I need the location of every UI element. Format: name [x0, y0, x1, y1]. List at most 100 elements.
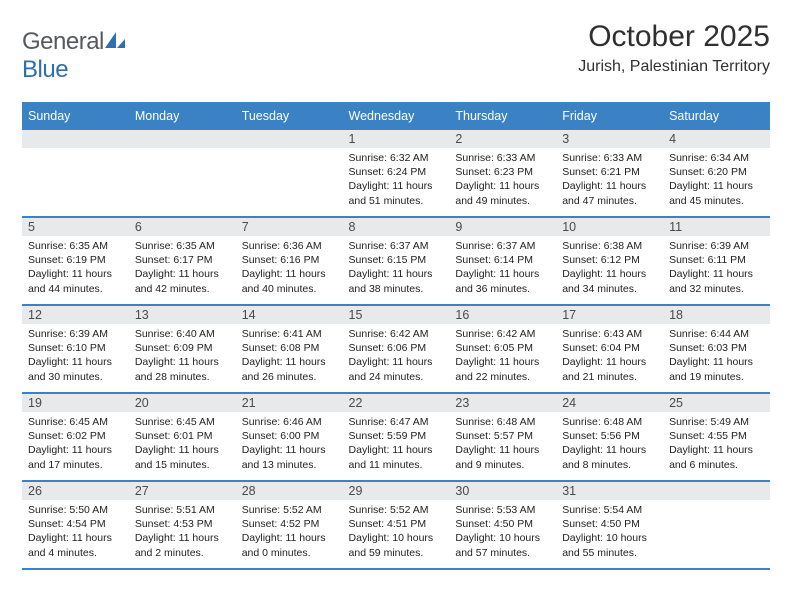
- day-details: Sunrise: 6:45 AMSunset: 6:01 PMDaylight:…: [129, 412, 236, 476]
- calendar-day-cell: 24Sunrise: 6:48 AMSunset: 5:56 PMDayligh…: [556, 393, 663, 481]
- day-number: 27: [129, 482, 236, 500]
- day-number: 8: [343, 218, 450, 236]
- calendar-day-cell: [663, 481, 770, 569]
- logo-sail-icon: [104, 28, 126, 56]
- day-number: 16: [449, 306, 556, 324]
- day-details: Sunrise: 6:44 AMSunset: 6:03 PMDaylight:…: [663, 324, 770, 388]
- calendar-day-cell: [22, 129, 129, 217]
- day-number: 12: [22, 306, 129, 324]
- day-number: 24: [556, 394, 663, 412]
- calendar-day-cell: 4Sunrise: 6:34 AMSunset: 6:20 PMDaylight…: [663, 129, 770, 217]
- weekday-header: Saturday: [663, 103, 770, 129]
- day-number: 20: [129, 394, 236, 412]
- day-number-empty: [22, 130, 129, 148]
- calendar-week-row: 1Sunrise: 6:32 AMSunset: 6:24 PMDaylight…: [22, 129, 770, 217]
- day-details: Sunrise: 5:49 AMSunset: 4:55 PMDaylight:…: [663, 412, 770, 476]
- calendar-day-cell: 13Sunrise: 6:40 AMSunset: 6:09 PMDayligh…: [129, 305, 236, 393]
- calendar-day-cell: [129, 129, 236, 217]
- calendar-day-cell: 16Sunrise: 6:42 AMSunset: 6:05 PMDayligh…: [449, 305, 556, 393]
- calendar-day-cell: 20Sunrise: 6:45 AMSunset: 6:01 PMDayligh…: [129, 393, 236, 481]
- day-number: 1: [343, 130, 450, 148]
- calendar-day-cell: 27Sunrise: 5:51 AMSunset: 4:53 PMDayligh…: [129, 481, 236, 569]
- day-details: Sunrise: 6:42 AMSunset: 6:05 PMDaylight:…: [449, 324, 556, 388]
- day-number: 11: [663, 218, 770, 236]
- logo-text: GeneralBlue: [22, 28, 126, 84]
- day-number: 4: [663, 130, 770, 148]
- day-number: 2: [449, 130, 556, 148]
- calendar-day-cell: 5Sunrise: 6:35 AMSunset: 6:19 PMDaylight…: [22, 217, 129, 305]
- weekday-header: Friday: [556, 103, 663, 129]
- weekday-header: Thursday: [449, 103, 556, 129]
- title-block: October 2025 Jurish, Palestinian Territo…: [578, 20, 770, 76]
- day-number: 31: [556, 482, 663, 500]
- day-details: Sunrise: 6:37 AMSunset: 6:15 PMDaylight:…: [343, 236, 450, 300]
- day-details: Sunrise: 5:50 AMSunset: 4:54 PMDaylight:…: [22, 500, 129, 564]
- day-details: Sunrise: 5:53 AMSunset: 4:50 PMDaylight:…: [449, 500, 556, 564]
- calendar-day-cell: 22Sunrise: 6:47 AMSunset: 5:59 PMDayligh…: [343, 393, 450, 481]
- calendar-day-cell: 25Sunrise: 5:49 AMSunset: 4:55 PMDayligh…: [663, 393, 770, 481]
- calendar-day-cell: 14Sunrise: 6:41 AMSunset: 6:08 PMDayligh…: [236, 305, 343, 393]
- day-number: 30: [449, 482, 556, 500]
- day-details: Sunrise: 6:40 AMSunset: 6:09 PMDaylight:…: [129, 324, 236, 388]
- day-details: Sunrise: 6:48 AMSunset: 5:57 PMDaylight:…: [449, 412, 556, 476]
- calendar-day-cell: 12Sunrise: 6:39 AMSunset: 6:10 PMDayligh…: [22, 305, 129, 393]
- weekday-header: Wednesday: [343, 103, 450, 129]
- weekday-header: Monday: [129, 103, 236, 129]
- day-number: 6: [129, 218, 236, 236]
- calendar-day-cell: 11Sunrise: 6:39 AMSunset: 6:11 PMDayligh…: [663, 217, 770, 305]
- day-number: 29: [343, 482, 450, 500]
- calendar-day-cell: 19Sunrise: 6:45 AMSunset: 6:02 PMDayligh…: [22, 393, 129, 481]
- calendar-week-row: 12Sunrise: 6:39 AMSunset: 6:10 PMDayligh…: [22, 305, 770, 393]
- calendar-day-cell: 6Sunrise: 6:35 AMSunset: 6:17 PMDaylight…: [129, 217, 236, 305]
- header: GeneralBlue October 2025 Jurish, Palesti…: [22, 20, 770, 84]
- day-number: 13: [129, 306, 236, 324]
- location: Jurish, Palestinian Territory: [578, 58, 770, 76]
- day-number: 23: [449, 394, 556, 412]
- calendar-week-row: 26Sunrise: 5:50 AMSunset: 4:54 PMDayligh…: [22, 481, 770, 569]
- month-title: October 2025: [578, 20, 770, 54]
- day-number: 9: [449, 218, 556, 236]
- day-details: Sunrise: 6:35 AMSunset: 6:19 PMDaylight:…: [22, 236, 129, 300]
- weekday-header: Sunday: [22, 103, 129, 129]
- day-number: 18: [663, 306, 770, 324]
- day-details: Sunrise: 6:41 AMSunset: 6:08 PMDaylight:…: [236, 324, 343, 388]
- calendar-day-cell: 8Sunrise: 6:37 AMSunset: 6:15 PMDaylight…: [343, 217, 450, 305]
- day-details: Sunrise: 5:54 AMSunset: 4:50 PMDaylight:…: [556, 500, 663, 564]
- logo: GeneralBlue: [22, 20, 126, 84]
- day-details: Sunrise: 5:52 AMSunset: 4:51 PMDaylight:…: [343, 500, 450, 564]
- logo-text-blue: Blue: [22, 56, 68, 83]
- day-details: Sunrise: 6:48 AMSunset: 5:56 PMDaylight:…: [556, 412, 663, 476]
- calendar-day-cell: 18Sunrise: 6:44 AMSunset: 6:03 PMDayligh…: [663, 305, 770, 393]
- day-number-empty: [663, 482, 770, 500]
- day-details: Sunrise: 6:45 AMSunset: 6:02 PMDaylight:…: [22, 412, 129, 476]
- day-details: Sunrise: 6:39 AMSunset: 6:11 PMDaylight:…: [663, 236, 770, 300]
- calendar-table: Sunday Monday Tuesday Wednesday Thursday…: [22, 102, 770, 570]
- calendar-day-cell: 31Sunrise: 5:54 AMSunset: 4:50 PMDayligh…: [556, 481, 663, 569]
- day-details: Sunrise: 6:43 AMSunset: 6:04 PMDaylight:…: [556, 324, 663, 388]
- day-number: 5: [22, 218, 129, 236]
- day-details: Sunrise: 6:33 AMSunset: 6:21 PMDaylight:…: [556, 148, 663, 212]
- day-number: 3: [556, 130, 663, 148]
- weekday-header-row: Sunday Monday Tuesday Wednesday Thursday…: [22, 103, 770, 129]
- day-details: Sunrise: 6:38 AMSunset: 6:12 PMDaylight:…: [556, 236, 663, 300]
- calendar-day-cell: 21Sunrise: 6:46 AMSunset: 6:00 PMDayligh…: [236, 393, 343, 481]
- day-number: 28: [236, 482, 343, 500]
- calendar-day-cell: 23Sunrise: 6:48 AMSunset: 5:57 PMDayligh…: [449, 393, 556, 481]
- day-number: 14: [236, 306, 343, 324]
- calendar-day-cell: 10Sunrise: 6:38 AMSunset: 6:12 PMDayligh…: [556, 217, 663, 305]
- day-number: 22: [343, 394, 450, 412]
- day-details: Sunrise: 6:36 AMSunset: 6:16 PMDaylight:…: [236, 236, 343, 300]
- calendar-day-cell: 26Sunrise: 5:50 AMSunset: 4:54 PMDayligh…: [22, 481, 129, 569]
- day-details: Sunrise: 5:51 AMSunset: 4:53 PMDaylight:…: [129, 500, 236, 564]
- calendar-day-cell: 3Sunrise: 6:33 AMSunset: 6:21 PMDaylight…: [556, 129, 663, 217]
- logo-text-general: General: [22, 28, 104, 55]
- calendar-week-row: 19Sunrise: 6:45 AMSunset: 6:02 PMDayligh…: [22, 393, 770, 481]
- day-number: 7: [236, 218, 343, 236]
- day-number: 25: [663, 394, 770, 412]
- calendar-day-cell: 15Sunrise: 6:42 AMSunset: 6:06 PMDayligh…: [343, 305, 450, 393]
- day-number: 17: [556, 306, 663, 324]
- day-number: 15: [343, 306, 450, 324]
- day-details: Sunrise: 5:52 AMSunset: 4:52 PMDaylight:…: [236, 500, 343, 564]
- calendar-day-cell: 17Sunrise: 6:43 AMSunset: 6:04 PMDayligh…: [556, 305, 663, 393]
- day-details: Sunrise: 6:34 AMSunset: 6:20 PMDaylight:…: [663, 148, 770, 212]
